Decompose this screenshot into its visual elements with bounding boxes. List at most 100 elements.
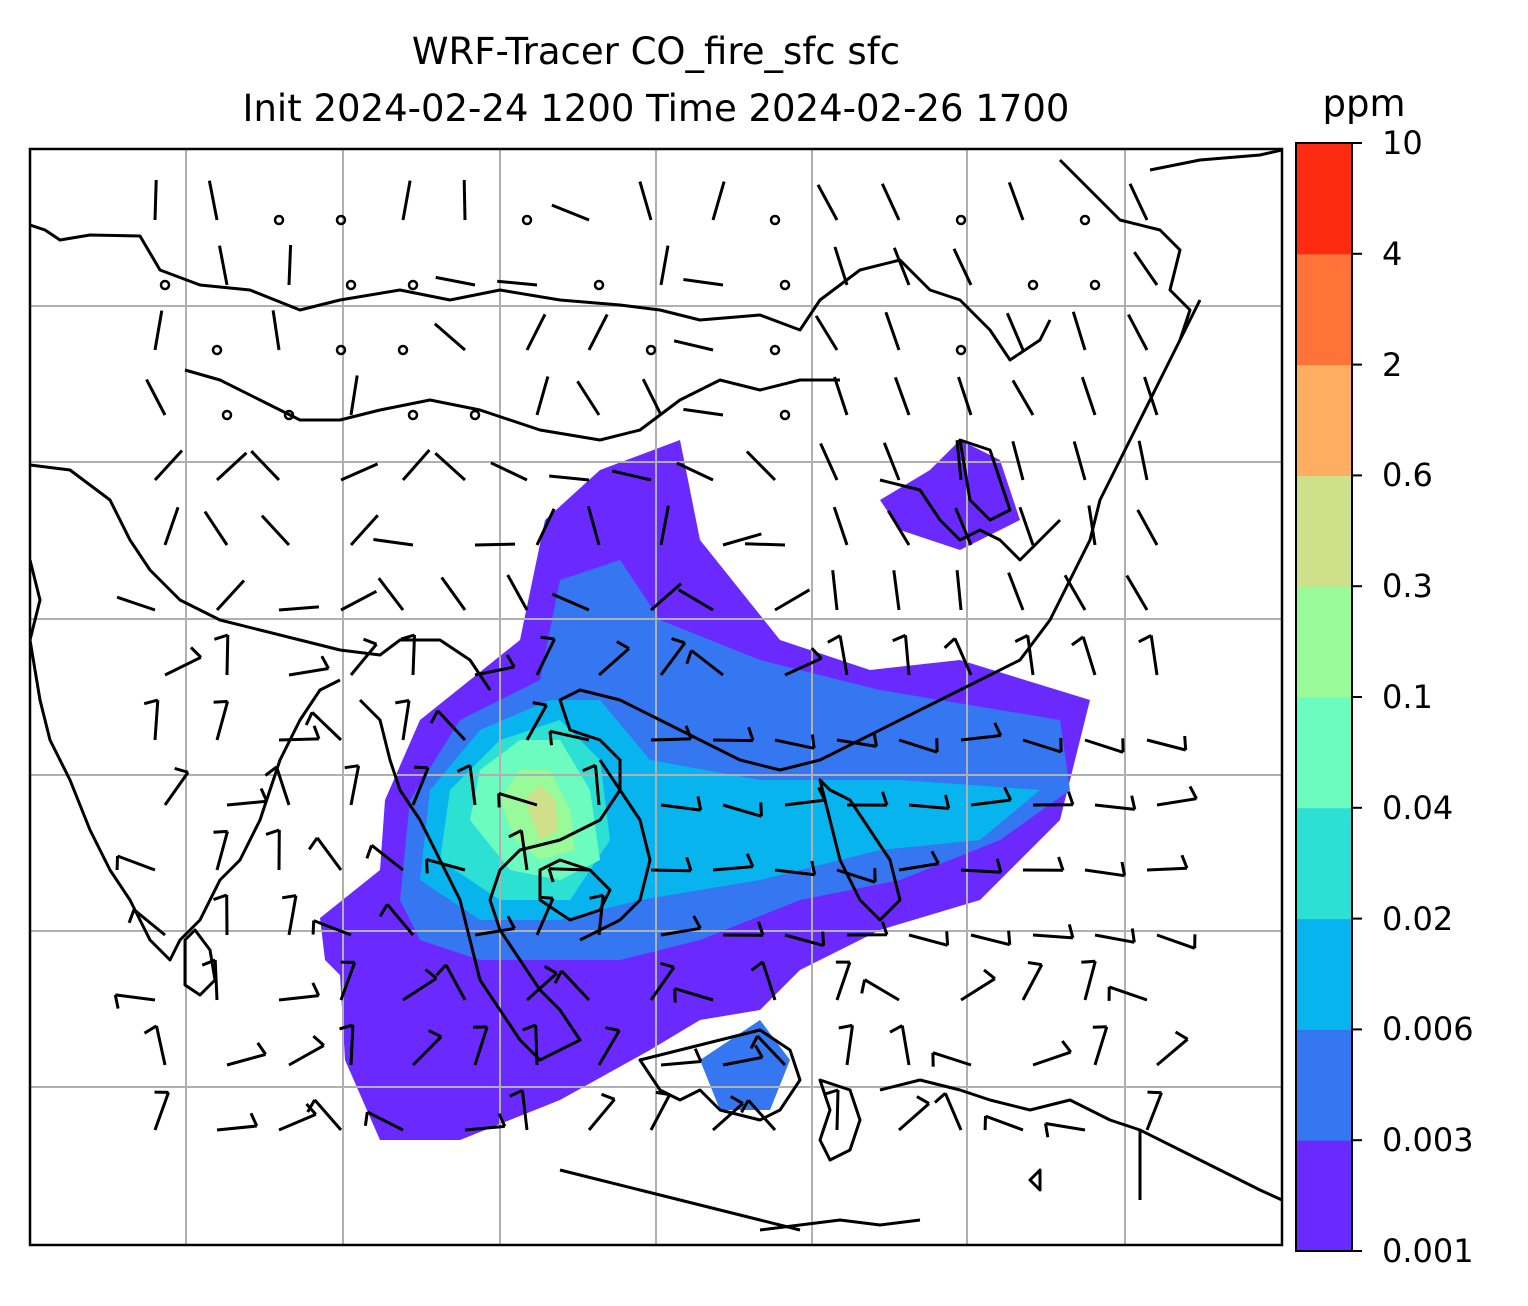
wind-barb: [1071, 311, 1087, 351]
wind-barb: [1137, 440, 1149, 481]
wind-barb: [587, 1092, 616, 1131]
wind-barb: [474, 915, 516, 937]
wind-barb: [893, 376, 911, 416]
wind-barb: [311, 919, 352, 937]
wind-barb: [344, 764, 361, 806]
wind-barb: [722, 1044, 764, 1067]
wind-barb: [1156, 1030, 1189, 1067]
wind-barb: [271, 310, 281, 351]
wind-barb: [213, 699, 230, 741]
colorbar-band-7: [1296, 364, 1352, 476]
wind-barb: [307, 836, 343, 871]
wind-barb: [1081, 959, 1097, 1001]
wind-barb: [846, 791, 889, 807]
wind-barb: [892, 633, 911, 676]
wind-barb: [127, 908, 166, 937]
wind-barb: [576, 380, 601, 416]
wind-barb: [113, 993, 156, 1009]
wind-barb: [401, 449, 431, 481]
wind-barb: [650, 725, 693, 742]
calm-wind-circle: [397, 344, 409, 356]
wind-barb: [943, 637, 973, 676]
wind-barb: [833, 246, 849, 286]
wind-barb: [898, 738, 939, 754]
colorbar-band-3: [1296, 807, 1352, 920]
wind-barb: [1094, 928, 1136, 944]
wind-barb: [260, 514, 291, 547]
colorbar-tick-label: 0.1: [1382, 678, 1433, 716]
calm-wind-circle: [221, 409, 233, 421]
wind-barb: [522, 1023, 539, 1066]
wind-barb: [1087, 505, 1097, 546]
wind-barb: [711, 181, 726, 221]
wind-barb: [164, 646, 202, 677]
wind-barb: [1156, 785, 1198, 807]
calm-wind-circle: [1079, 214, 1091, 226]
wind-barb: [882, 442, 901, 481]
colorbar-band-6: [1296, 475, 1352, 587]
wind-barb: [673, 339, 714, 352]
wind-barb: [1084, 738, 1125, 754]
calm-wind-circle: [335, 344, 347, 356]
wind-barb: [1092, 1025, 1109, 1066]
map-title-line2: Init 2024-02-24 1200 Time 2024-02-26 170…: [242, 87, 1070, 130]
wind-barb: [677, 588, 714, 612]
wind-barb: [456, 763, 477, 806]
colorbar-tick-label: 0.006: [1382, 1010, 1474, 1049]
wind-barb: [1018, 506, 1035, 546]
wind-barb: [506, 574, 529, 611]
wind-barb: [365, 844, 404, 872]
calm-wind-circle: [1089, 279, 1101, 291]
colorbar-band-9: [1296, 143, 1352, 255]
wind-barb: [1107, 985, 1148, 1002]
calm-wind-circle: [407, 279, 419, 291]
wind-barb: [551, 592, 590, 612]
wind-barb: [1143, 376, 1159, 416]
calm-wind-circle: [769, 344, 781, 356]
wind-barb: [525, 313, 547, 351]
colorbar-tick-label: 0.04: [1382, 788, 1454, 827]
wind-barb: [598, 640, 630, 677]
colorbar-band-8: [1296, 253, 1352, 366]
colorbar-tick-label: 4: [1382, 234, 1403, 273]
wind-barb: [535, 376, 550, 416]
wind-barb: [153, 310, 164, 351]
wind-barb: [535, 635, 556, 676]
wind-barb: [433, 322, 466, 352]
wind-barb: [832, 506, 849, 546]
calm-wind-circle: [211, 344, 223, 356]
wind-barb: [340, 589, 378, 612]
wind-barb: [411, 765, 430, 806]
wind-barb: [378, 903, 415, 936]
wind-barb: [264, 765, 291, 806]
wind-barb: [660, 796, 703, 812]
wind-barb: [649, 1090, 672, 1131]
wind-barb: [1022, 856, 1065, 872]
wind-barb: [582, 763, 601, 806]
wind-barb: [153, 449, 184, 482]
wind-barb: [1145, 1090, 1163, 1131]
wind-barb: [908, 794, 951, 810]
wind-barb: [278, 1103, 317, 1132]
wind-barb: [638, 181, 653, 221]
wind-barb: [683, 278, 724, 287]
calm-wind-circle: [283, 409, 295, 421]
wind-barb: [676, 461, 714, 482]
wind-barb: [1007, 181, 1025, 221]
wind-barb: [288, 1034, 325, 1067]
wind-barb: [547, 867, 590, 883]
wind-barb: [363, 1110, 404, 1132]
wind-barb: [551, 203, 590, 222]
wind-barb: [213, 633, 230, 676]
wind-barb: [1072, 441, 1087, 481]
wind-barb: [1005, 312, 1025, 351]
wind-barb: [525, 701, 548, 741]
wind-barb: [586, 506, 601, 546]
wind-barb: [535, 508, 556, 546]
wind-barb: [473, 1025, 489, 1066]
wind-barb: [215, 451, 248, 482]
wind-barb: [1084, 861, 1127, 878]
wind-barb: [201, 958, 219, 1001]
wind-barb: [349, 375, 359, 416]
